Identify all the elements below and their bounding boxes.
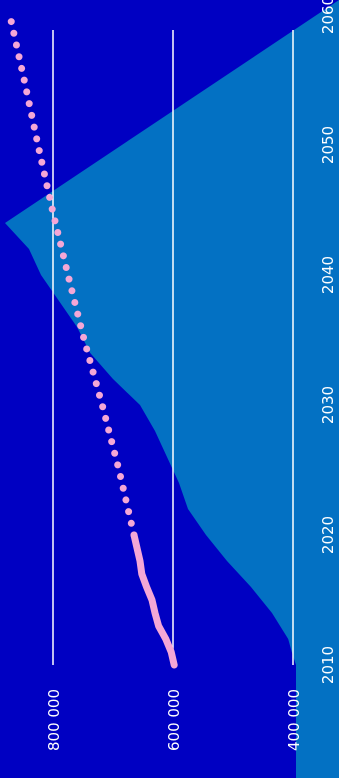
x-tick-label-2060: 2060	[319, 0, 337, 34]
y-axis-ticks: 400 000 600 000 800 000	[45, 689, 303, 751]
historical-line	[130, 531, 178, 669]
projection-line	[6, 11, 138, 539]
series-lines	[6, 11, 178, 669]
x-tick-label-2040: 2040	[319, 256, 337, 294]
x-tick-label-2010: 2010	[319, 646, 337, 684]
x-tick-label-2020: 2020	[319, 516, 337, 554]
x-tick-label-2050: 2050	[319, 126, 337, 164]
x-axis-ticks: 2010 2020 2030 2040 2050 2060	[319, 0, 337, 684]
y-tick-label-2: 800 000	[45, 689, 63, 751]
x-tick-label-2030: 2030	[319, 386, 337, 424]
projection-region	[5, 0, 339, 778]
y-tick-label-1: 600 000	[165, 689, 183, 751]
y-tick-label-0: 400 000	[285, 689, 303, 751]
gridlines	[52, 30, 294, 665]
